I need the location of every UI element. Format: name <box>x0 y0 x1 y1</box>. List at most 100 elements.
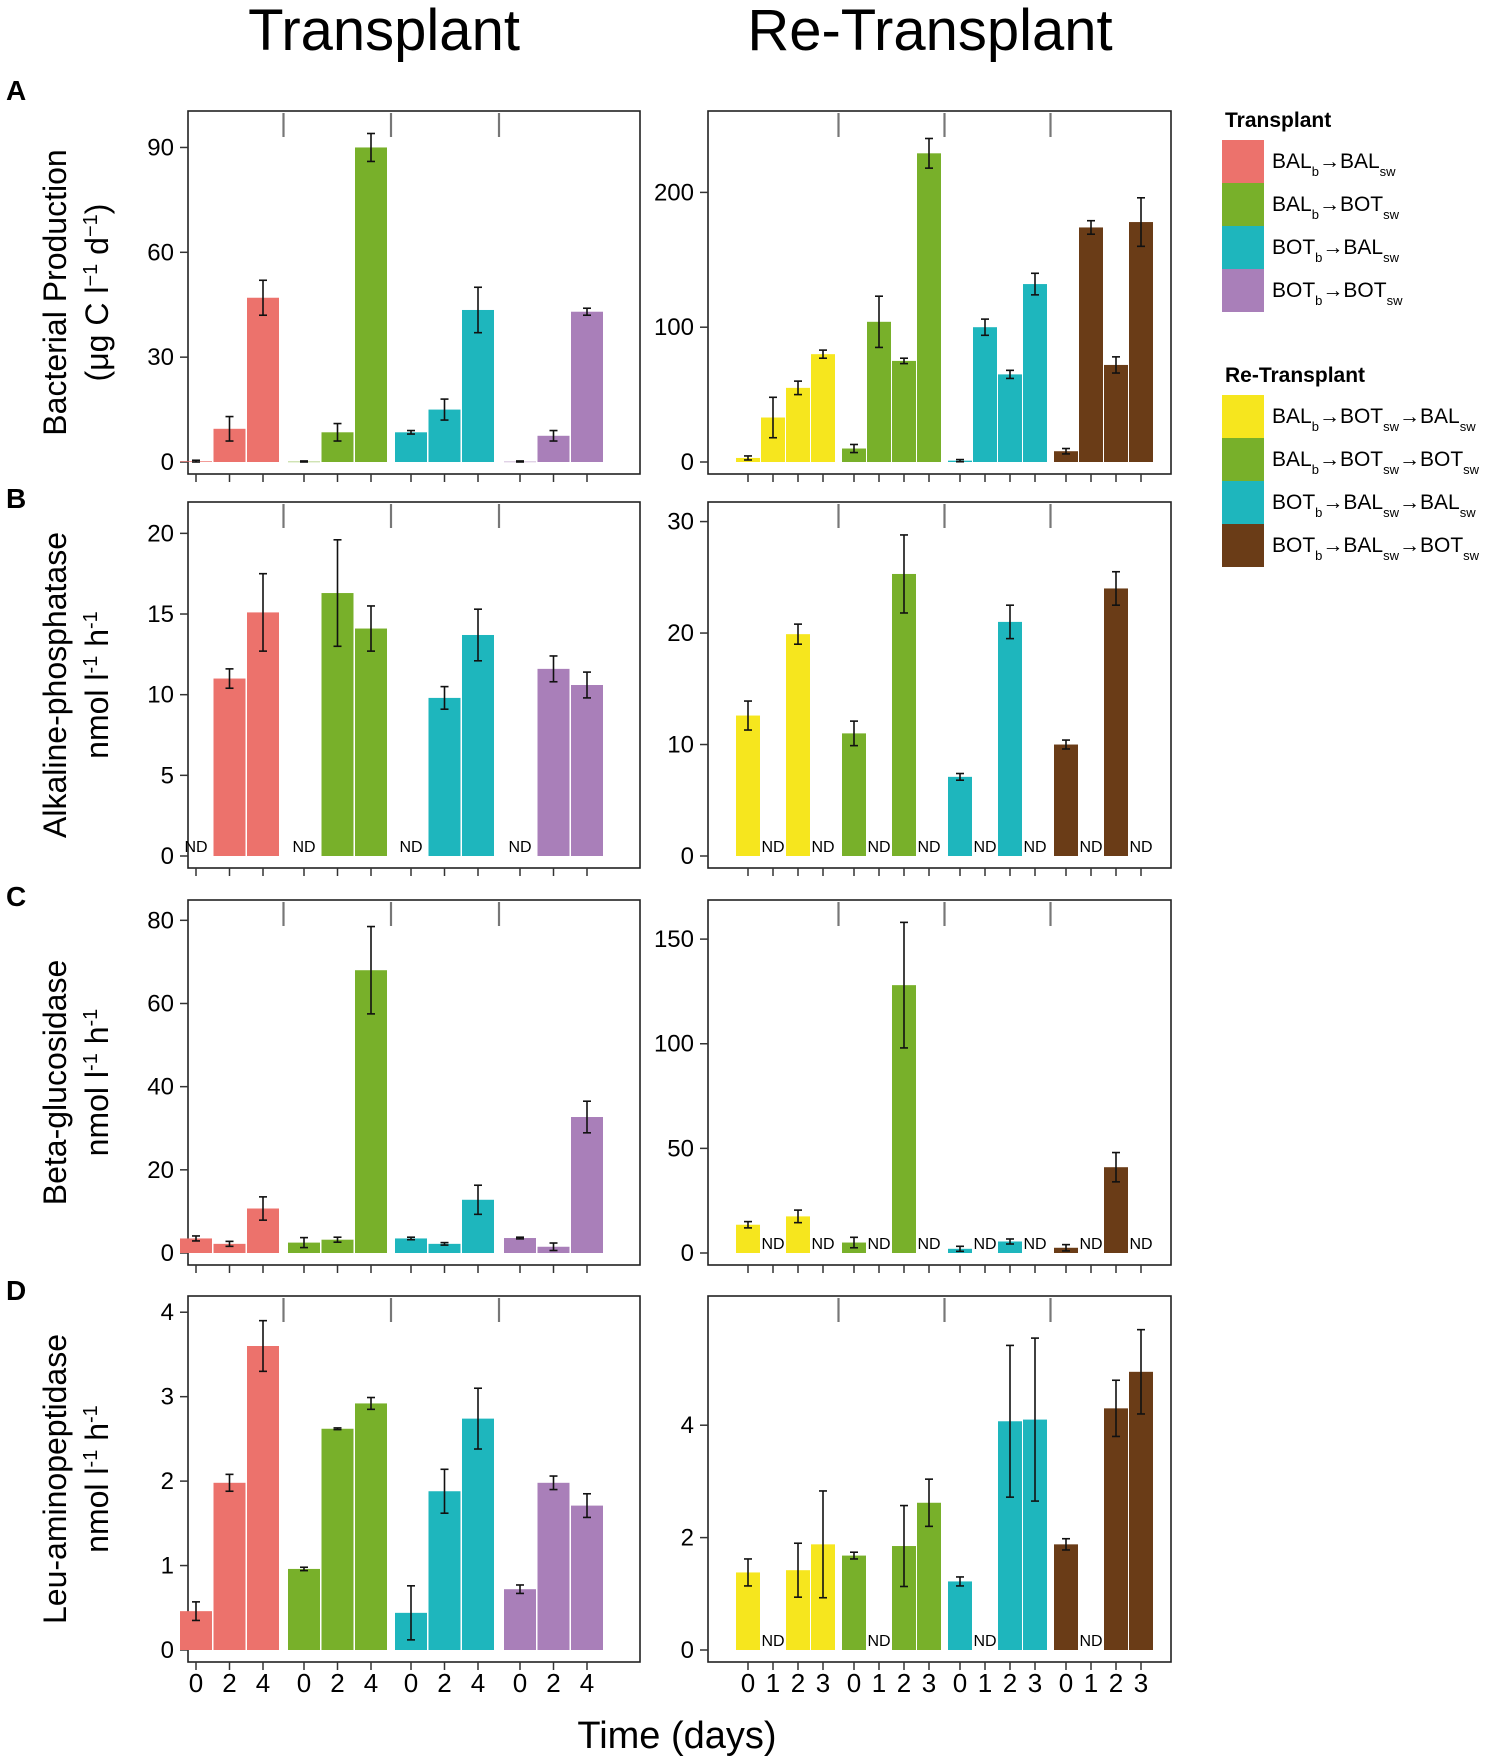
bar <box>537 668 570 856</box>
x-tick-label: 4 <box>256 1668 270 1698</box>
y-tick-label: 1 <box>161 1553 174 1580</box>
y-tick-label: 30 <box>667 509 694 536</box>
y-tick-label: 100 <box>654 314 694 341</box>
legend-label: BOTb→BALsw <box>1272 236 1400 265</box>
bar <box>842 733 866 856</box>
plot-frame <box>187 501 641 869</box>
bar <box>537 1482 570 1650</box>
y-tick-label: 20 <box>147 1157 174 1184</box>
legend-swatch <box>1222 524 1264 567</box>
bar <box>1104 364 1128 462</box>
bar <box>428 697 461 856</box>
y-tick-label: 60 <box>147 239 174 266</box>
plot-frame <box>187 110 641 475</box>
x-tick-label: 1 <box>978 1668 992 1698</box>
nd-label: ND <box>292 839 315 856</box>
bar <box>395 1238 427 1253</box>
legend-label: BOTb→BALsw→BOTsw <box>1272 534 1480 563</box>
y-tick-label: 4 <box>681 1412 694 1439</box>
nd-label: ND <box>1079 1633 1102 1650</box>
nd-label: ND <box>1129 839 1152 856</box>
legend-label: BOTb→BALsw→BALsw <box>1272 491 1476 520</box>
y-tick-label: 150 <box>654 926 694 953</box>
plot-frame <box>707 110 1172 475</box>
y-tick-label: 20 <box>147 520 174 547</box>
panel-letter-c: C <box>6 881 26 912</box>
bar <box>571 1117 603 1253</box>
legend-label: BOTb→BOTsw <box>1272 279 1403 308</box>
chart-panel-c-transplant: 0 20 40 60 80 Beta-glucosidase nmol l-1 h-1 <box>37 899 641 1273</box>
bar <box>428 1491 461 1650</box>
bar <box>1104 1408 1128 1650</box>
y-tick-label: 30 <box>147 344 174 371</box>
bar <box>998 1241 1022 1253</box>
legend-swatch <box>1222 140 1264 183</box>
bar <box>247 297 279 462</box>
y-tick-label: 3 <box>161 1384 174 1411</box>
y-tick-label: 2 <box>161 1468 174 1495</box>
nd-label: ND <box>1079 1236 1102 1253</box>
x-tick-label: 0 <box>1059 1668 1073 1698</box>
y-tick-label: 50 <box>667 1135 694 1162</box>
bar <box>998 374 1022 462</box>
nd-label: ND <box>399 839 422 856</box>
bar <box>998 621 1022 856</box>
plot-frame <box>707 1295 1172 1663</box>
title-retransplant: Re-Transplant <box>747 0 1112 63</box>
legend-swatch <box>1222 395 1264 438</box>
legend-label: BALb→BOTsw→BOTsw <box>1272 448 1480 477</box>
x-tick-label: 1 <box>1084 1668 1098 1698</box>
y-axis-label: Bacterial Production <box>37 149 73 435</box>
nd-label: ND <box>761 839 784 856</box>
x-axis-label: Time (days) <box>577 1715 776 1757</box>
bar <box>355 628 387 856</box>
nd-label: ND <box>867 1236 890 1253</box>
legend-swatch <box>1222 481 1264 524</box>
bar <box>811 354 835 462</box>
legend-swatch <box>1222 183 1264 226</box>
chart-panel-b-transplant: 0 5 10 15 20 ND ND ND ND Alkaline-phosphatase nmol… <box>37 501 641 876</box>
x-tick-label: 0 <box>189 1668 203 1698</box>
y-axis-label: (μg C l−1 d−1) <box>79 204 115 382</box>
nd-label: ND <box>973 1633 996 1650</box>
x-tick-label: 2 <box>222 1668 236 1698</box>
bar <box>1054 1544 1078 1650</box>
nd-label: ND <box>867 839 890 856</box>
y-axis-label: Beta-glucosidase <box>37 960 73 1205</box>
bar <box>892 360 916 462</box>
nd-label: ND <box>917 1236 940 1253</box>
y-tick-label: 15 <box>147 601 174 628</box>
y-tick-label: 10 <box>147 682 174 709</box>
y-tick-label: 200 <box>654 179 694 206</box>
y-tick-label: 4 <box>161 1299 174 1326</box>
bar <box>736 715 760 856</box>
nd-label: ND <box>1129 1236 1152 1253</box>
x-tick-label: 0 <box>847 1668 861 1698</box>
bar <box>842 1555 866 1650</box>
x-tick-label: 4 <box>471 1668 485 1698</box>
legend-title: Re-Transplant <box>1225 364 1365 387</box>
nd-label: ND <box>761 1236 784 1253</box>
x-tick-label: 2 <box>437 1668 451 1698</box>
x-tick-label: 2 <box>1003 1668 1017 1698</box>
bar <box>355 1403 387 1650</box>
x-tick-label: 3 <box>1134 1668 1148 1698</box>
plot-frame <box>707 899 1172 1266</box>
legend-label: BALb→BOTsw→BALsw <box>1272 405 1476 434</box>
x-tick-label: 4 <box>580 1668 594 1698</box>
nd-label: ND <box>761 1633 784 1650</box>
x-tick-label: 2 <box>897 1668 911 1698</box>
y-tick-label: 0 <box>161 1240 174 1267</box>
bar <box>571 1505 603 1650</box>
bar <box>1104 588 1128 856</box>
y-tick-label: 40 <box>147 1074 174 1101</box>
y-tick-label: 0 <box>161 843 174 870</box>
bar <box>948 776 972 856</box>
legend-transplant: Transplant BALb→BALsw BALb→BOTsw BOTb→BALsw… <box>1222 109 1403 312</box>
bar <box>180 1238 212 1253</box>
bar <box>1054 744 1078 856</box>
bar <box>842 448 866 462</box>
